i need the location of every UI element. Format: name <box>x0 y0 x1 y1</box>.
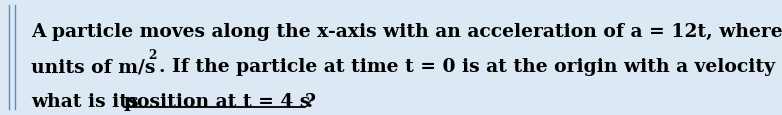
Text: A particle moves along the x-axis with an acceleration of a = 12t, where a has: A particle moves along the x-axis with a… <box>31 23 782 41</box>
Text: . If the particle at time t = 0 is at the origin with a velocity of -8 m/s,: . If the particle at time t = 0 is at th… <box>159 58 782 75</box>
Text: position at t = 4 s: position at t = 4 s <box>124 92 310 110</box>
Text: units of m/s: units of m/s <box>31 58 156 75</box>
Text: ?: ? <box>305 92 316 110</box>
Text: what is its: what is its <box>31 92 145 110</box>
Text: 2: 2 <box>149 48 157 61</box>
